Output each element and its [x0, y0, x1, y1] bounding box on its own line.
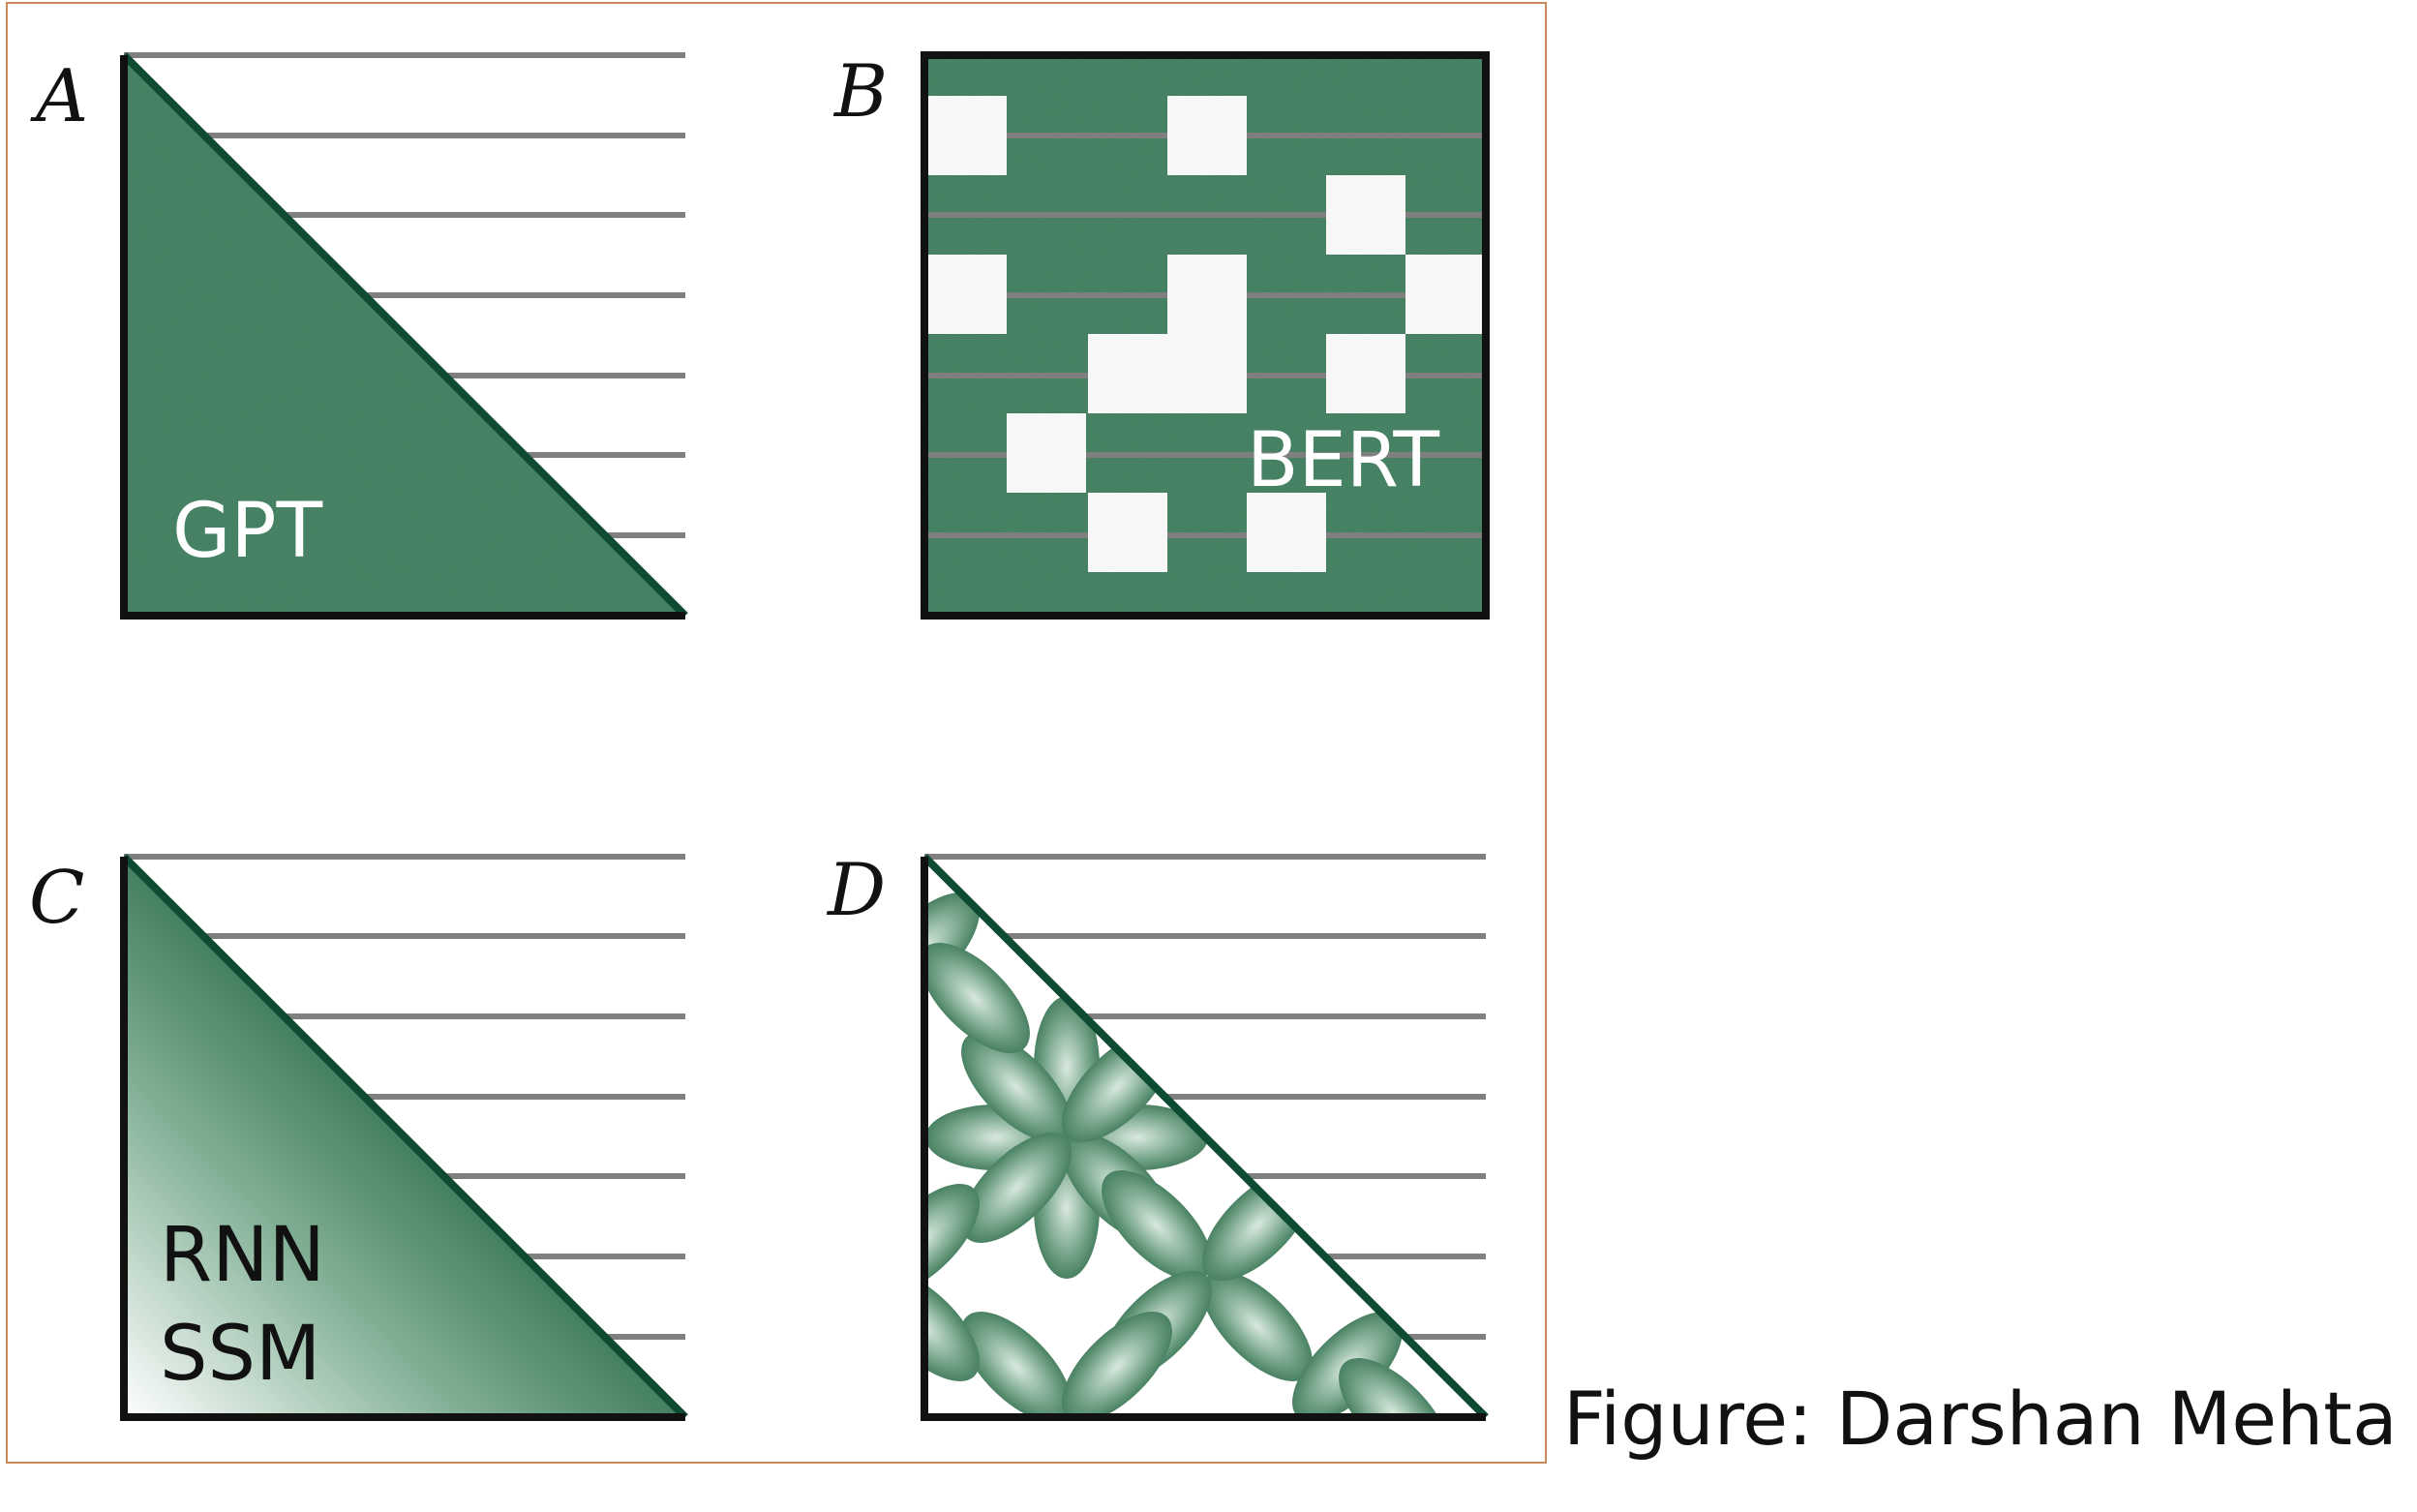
panel-c-letter: C — [29, 855, 84, 940]
panel-d: D — [826, 847, 1489, 1421]
panel-c-label-line-2: SSM — [160, 1311, 320, 1398]
panel-d-letter: D — [826, 847, 886, 932]
panel-c: C RNN SSM — [29, 854, 688, 1421]
panel-b-label: BERT — [1247, 417, 1439, 504]
figure-frame — [6, 2, 1547, 1464]
masked-token-blocks — [927, 96, 1485, 572]
panel-a-letter: A — [30, 53, 88, 138]
figure-credit: Figure: Darshan Mehta — [1563, 1376, 2398, 1462]
panel-b-letter: B — [832, 48, 888, 134]
panel-b: B BERT — [832, 48, 1490, 620]
panel-a: A GPT — [30, 52, 688, 620]
panel-c-label-line-1: RNN — [160, 1212, 325, 1299]
panel-a-label: GPT — [172, 488, 322, 575]
